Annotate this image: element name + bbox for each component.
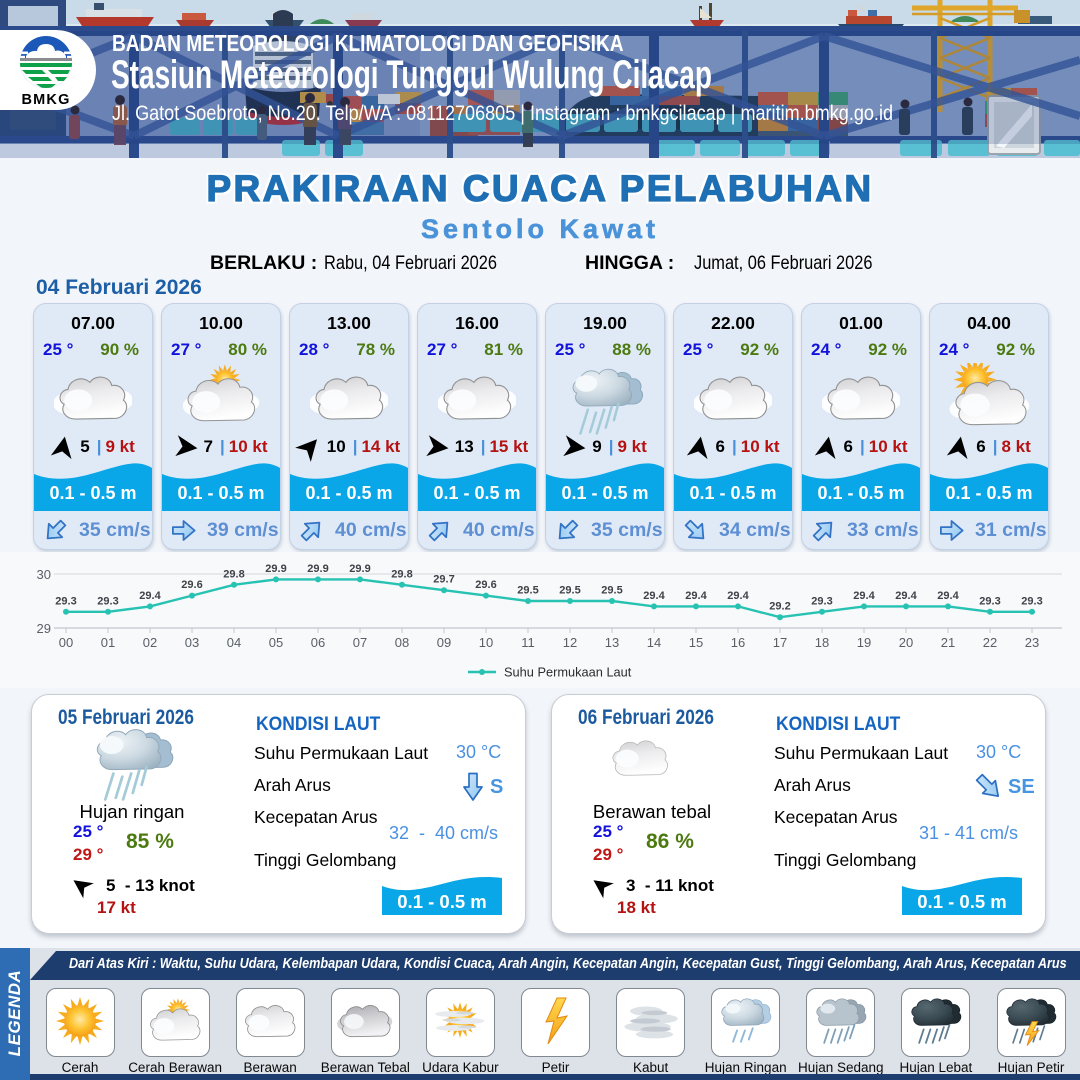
svg-text:29.8: 29.8 (391, 568, 412, 580)
svg-text:21: 21 (941, 635, 955, 650)
svg-text:19: 19 (857, 635, 871, 650)
svg-text:29.7: 29.7 (433, 574, 454, 586)
svg-text:18: 18 (815, 635, 829, 650)
svg-text:29.4: 29.4 (895, 590, 917, 602)
svg-text:29.2: 29.2 (769, 601, 790, 613)
svg-text:29.5: 29.5 (517, 585, 538, 597)
svg-text:11: 11 (521, 635, 535, 650)
svg-text:29.5: 29.5 (601, 585, 622, 597)
svg-text:29.3: 29.3 (97, 595, 118, 607)
svg-text:15: 15 (689, 635, 703, 650)
svg-text:29.9: 29.9 (265, 563, 286, 575)
svg-text:29.4: 29.4 (853, 590, 875, 602)
svg-text:29.3: 29.3 (55, 595, 76, 607)
svg-text:07: 07 (353, 635, 367, 650)
svg-text:13: 13 (605, 635, 619, 650)
svg-text:29.8: 29.8 (223, 568, 244, 580)
svg-text:29.3: 29.3 (811, 595, 832, 607)
svg-text:29.9: 29.9 (307, 563, 328, 575)
svg-text:29.4: 29.4 (643, 590, 665, 602)
svg-text:10: 10 (479, 635, 493, 650)
svg-text:03: 03 (185, 635, 199, 650)
svg-text:06: 06 (311, 635, 325, 650)
svg-text:16: 16 (731, 635, 745, 650)
svg-text:29: 29 (37, 621, 51, 636)
svg-text:Suhu Permukaan Laut: Suhu Permukaan Laut (504, 665, 632, 680)
svg-text:02: 02 (143, 635, 157, 650)
svg-text:23: 23 (1025, 635, 1039, 650)
svg-text:00: 00 (59, 635, 73, 650)
svg-text:17: 17 (773, 635, 787, 650)
svg-text:BMKG: BMKG (21, 92, 70, 108)
svg-text:29.5: 29.5 (559, 585, 580, 597)
svg-text:22: 22 (983, 635, 997, 650)
svg-text:01: 01 (101, 635, 115, 650)
svg-text:20: 20 (899, 635, 913, 650)
svg-text:09: 09 (437, 635, 451, 650)
svg-text:29.6: 29.6 (475, 579, 496, 591)
svg-text:29.3: 29.3 (979, 595, 1000, 607)
svg-text:05: 05 (269, 635, 283, 650)
svg-text:29.3: 29.3 (1021, 595, 1042, 607)
svg-text:12: 12 (563, 635, 577, 650)
svg-text:08: 08 (395, 635, 409, 650)
svg-text:29.4: 29.4 (937, 590, 959, 602)
svg-text:29.4: 29.4 (685, 590, 707, 602)
svg-text:30: 30 (37, 567, 51, 582)
svg-text:14: 14 (647, 635, 661, 650)
svg-text:29.9: 29.9 (349, 563, 370, 575)
svg-text:04: 04 (227, 635, 241, 650)
svg-text:29.4: 29.4 (727, 590, 749, 602)
svg-text:29.6: 29.6 (181, 579, 202, 591)
svg-text:29.4: 29.4 (139, 590, 161, 602)
